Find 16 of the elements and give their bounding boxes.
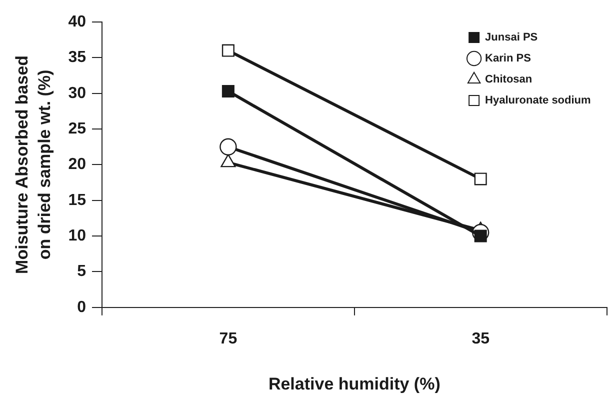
y-tick-label: 20 xyxy=(68,156,86,174)
y-tick-label: 40 xyxy=(68,13,86,30)
y-tick-label: 5 xyxy=(77,263,86,280)
y-tick-label: 15 xyxy=(68,192,86,209)
legend-label: Karin PS xyxy=(485,52,531,65)
legend-label: Junsai PS xyxy=(485,32,538,44)
x-tick-label: 75 xyxy=(219,330,238,348)
y-tick-label: 30 xyxy=(68,84,86,102)
x-axis-title: Relative humidity (%) xyxy=(268,374,440,394)
legend-label: Chitosan xyxy=(485,74,532,86)
y-axis-title: Moisuture Absorbed based on dried sample wt. (%) xyxy=(12,55,54,274)
y-tick-label: 0 xyxy=(77,298,86,316)
legend-label: Hyaluronate sodium xyxy=(485,94,592,107)
y-tick-label: 25 xyxy=(68,120,86,138)
y-tick-label: 35 xyxy=(68,49,86,66)
y-tick-label: 10 xyxy=(68,227,86,244)
